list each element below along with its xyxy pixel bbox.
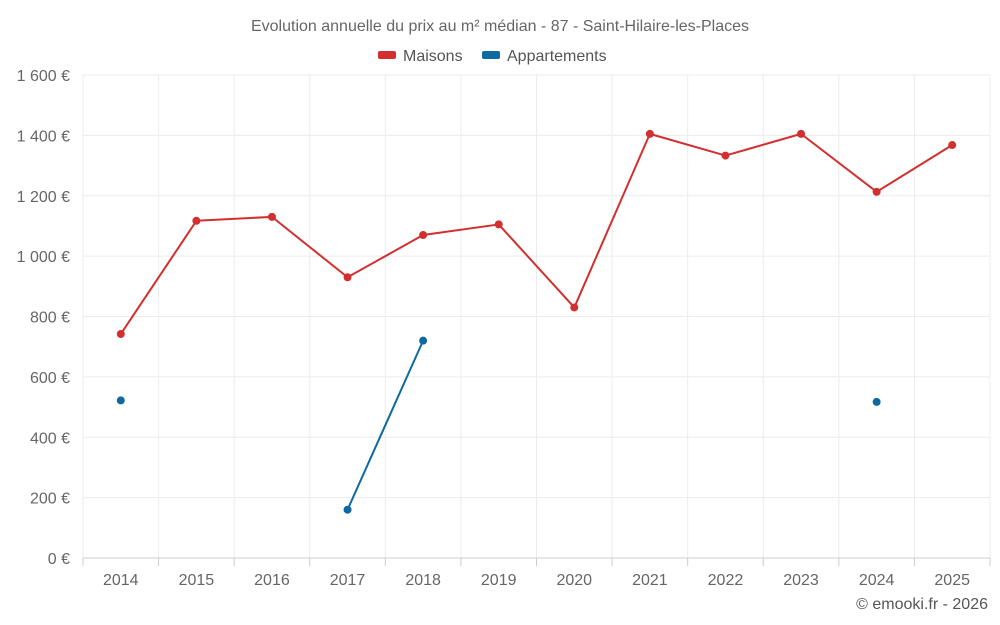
- y-tick-label: 200 €: [30, 491, 70, 508]
- axes: 0 € 200 € 400 € 600 € 800 € 1 000 € 1 200 € 1 4…: [17, 68, 991, 589]
- data-point-maisons[interactable]: [267, 212, 276, 221]
- y-tick-label: 800 €: [30, 310, 70, 327]
- y-tick-label: 1 000 €: [17, 249, 70, 266]
- legend-swatch-appartements: [482, 51, 500, 59]
- data-point-maisons[interactable]: [343, 273, 352, 282]
- legend-label-appartements: Appartements: [507, 48, 607, 65]
- legend-label-maisons: Maisons: [403, 48, 463, 65]
- data-point-appartements[interactable]: [872, 397, 881, 406]
- x-tick-label: 2019: [481, 572, 517, 589]
- data-point-maisons[interactable]: [948, 141, 957, 150]
- x-tick-label: 2021: [632, 572, 668, 589]
- y-tick-label: 0 €: [48, 551, 70, 568]
- y-tick-label: 400 €: [30, 430, 70, 447]
- x-tick-label: 2018: [405, 572, 441, 589]
- x-tick-label: 2024: [859, 572, 895, 589]
- x-tick-label: 2014: [103, 572, 139, 589]
- y-tick-label: 1 600 €: [17, 68, 70, 85]
- data-point-maisons[interactable]: [419, 230, 428, 239]
- x-tick-label: 2015: [179, 572, 215, 589]
- data-point-maisons[interactable]: [872, 187, 881, 196]
- legend: Maisons Appartements: [378, 48, 607, 65]
- legend-item-appartements[interactable]: Appartements: [482, 48, 607, 65]
- series-line-appartements: [346, 339, 425, 511]
- data-point-maisons[interactable]: [570, 303, 579, 312]
- x-tick-label: 2022: [708, 572, 744, 589]
- series: [116, 129, 957, 514]
- data-point-maisons[interactable]: [192, 216, 201, 225]
- legend-swatch-maisons: [378, 51, 396, 59]
- y-tick-label: 1 200 €: [17, 189, 70, 206]
- data-point-appartements[interactable]: [419, 336, 428, 345]
- grid: [82, 74, 991, 558]
- x-tick-label: 2020: [556, 572, 592, 589]
- data-point-maisons[interactable]: [721, 151, 730, 160]
- chart-title: Evolution annuelle du prix au m² médian …: [251, 18, 749, 35]
- data-point-maisons[interactable]: [797, 129, 806, 138]
- series-line-maisons: [119, 132, 954, 336]
- x-tick-label: 2023: [783, 572, 819, 589]
- data-point-appartements[interactable]: [116, 396, 125, 405]
- y-tick-label: 600 €: [30, 370, 70, 387]
- data-point-maisons[interactable]: [116, 330, 125, 339]
- x-tick-label: 2016: [254, 572, 290, 589]
- x-tick-label: 2025: [934, 572, 970, 589]
- credit-text: © emooki.fr - 2026: [856, 596, 988, 613]
- legend-item-maisons[interactable]: Maisons: [378, 48, 463, 65]
- data-point-maisons[interactable]: [494, 220, 503, 229]
- x-tick-label: 2017: [330, 572, 366, 589]
- y-tick-label: 1 400 €: [17, 128, 70, 145]
- data-point-maisons[interactable]: [645, 129, 654, 138]
- data-point-appartements[interactable]: [343, 505, 352, 514]
